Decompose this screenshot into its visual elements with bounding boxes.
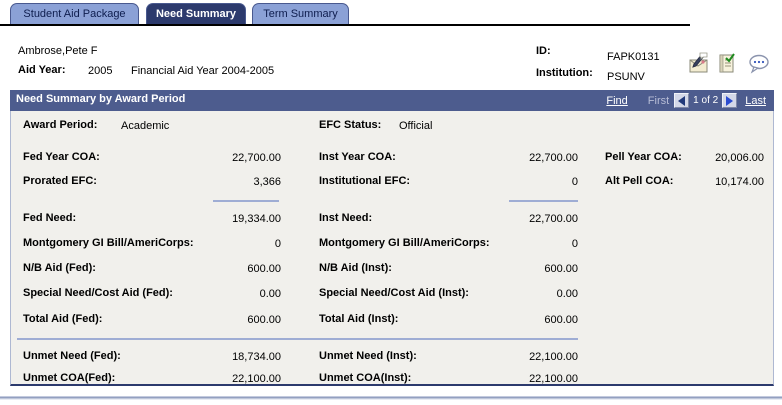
inst-nb-aid-label: N/B Aid (Inst): — [319, 262, 392, 274]
prorated-efc-label: Prorated EFC: — [23, 175, 97, 187]
id-value: FAPK0131 — [607, 51, 660, 63]
fed-year-coa-label: Fed Year COA: — [23, 151, 100, 163]
left-arrow-icon — [678, 95, 686, 106]
tab-student-aid-package[interactable]: Student Aid Package — [10, 3, 139, 25]
group-box-header: Need Summary by Award Period Find First … — [10, 90, 774, 111]
right-arrow-icon — [726, 95, 734, 106]
fed-unmet-need-label: Unmet Need (Fed): — [23, 350, 121, 362]
comments-icon[interactable] — [748, 53, 770, 75]
fed-total-aid-value: 600.00 — [247, 314, 281, 326]
inst-unmet-coa-value: 22,100.00 — [529, 373, 578, 385]
alt-pell-coa-label: Alt Pell COA: — [605, 175, 674, 187]
find-link[interactable]: Find — [606, 94, 628, 107]
first-link: First — [647, 94, 670, 107]
tab-divider — [0, 24, 690, 26]
alt-pell-coa-value: 10,174.00 — [715, 176, 764, 188]
fed-unmet-coa-label: Unmet COA(Fed): — [23, 372, 116, 384]
fed-nb-aid-value: 600.00 — [247, 263, 281, 275]
inst-total-aid-label: Total Aid (Inst): — [319, 313, 399, 325]
award-period-value: Academic — [121, 120, 170, 132]
fed-need-value: 19,334.00 — [232, 213, 281, 225]
efc-status-value: Official — [399, 120, 433, 132]
award-period-label: Award Period: — [23, 119, 98, 131]
row-navigation: Find First 1 of 2 Last — [606, 90, 766, 111]
tab-need-summary[interactable]: Need Summary — [146, 3, 246, 25]
fed-montgomery-label: Montgomery GI Bill/AmeriCorps: — [23, 237, 194, 249]
pell-year-coa-label: Pell Year COA: — [605, 151, 682, 163]
fed-nb-aid-label: N/B Aid (Fed): — [23, 262, 96, 274]
previous-row-button — [674, 93, 690, 108]
inst-nb-aid-value: 600.00 — [544, 263, 578, 275]
checklist-icon[interactable] — [716, 52, 738, 74]
inst-montgomery-label: Montgomery GI Bill/AmeriCorps: — [319, 237, 490, 249]
fed-total-aid-label: Total Aid (Fed): — [23, 313, 103, 325]
fed-unmet-need-value: 18,734.00 — [232, 351, 281, 363]
inst-need-value: 22,700.00 — [529, 213, 578, 225]
last-link[interactable]: Last — [745, 94, 766, 107]
institution-label: Institution: — [536, 67, 593, 79]
aid-year-label: Aid Year: — [18, 64, 66, 76]
student-name: Ambrose,Pete F — [18, 45, 98, 57]
next-row-button[interactable] — [722, 93, 738, 108]
fed-sum-rule — [213, 200, 279, 202]
row-count: 1 of 2 — [693, 95, 719, 106]
institution-value: PSUNV — [607, 71, 645, 83]
institutional-efc-value: 0 — [571, 176, 578, 188]
inst-year-coa-label: Inst Year COA: — [319, 151, 396, 163]
aid-year-description: Financial Aid Year 2004-2005 — [131, 65, 275, 77]
group-box-title: Need Summary by Award Period — [16, 93, 186, 105]
fed-year-coa-value: 22,700.00 — [232, 152, 281, 164]
bottom-divider — [0, 396, 782, 400]
inst-unmet-need-value: 22,100.00 — [529, 351, 578, 363]
inst-sum-rule — [509, 200, 578, 202]
inst-year-coa-value: 22,700.00 — [529, 152, 578, 164]
pell-year-coa-value: 20,006.00 — [715, 152, 764, 164]
fed-special-aid-value: 0.00 — [259, 288, 281, 300]
inst-special-aid-label: Special Need/Cost Aid (Inst): — [319, 287, 469, 299]
inst-unmet-coa-label: Unmet COA(Inst): — [319, 372, 412, 384]
fed-special-aid-label: Special Need/Cost Aid (Fed): — [23, 287, 173, 299]
notify-icon[interactable] — [688, 52, 710, 74]
inst-need-label: Inst Need: — [319, 212, 373, 224]
tab-term-summary[interactable]: Term Summary — [252, 3, 349, 25]
aid-year-value: 2005 — [88, 65, 113, 77]
inst-montgomery-value: 0 — [571, 238, 578, 250]
fed-need-label: Fed Need: — [23, 212, 77, 224]
prorated-efc-value: 3,366 — [253, 176, 281, 188]
inst-unmet-need-label: Unmet Need (Inst): — [319, 350, 417, 362]
institutional-efc-label: Institutional EFC: — [319, 175, 411, 187]
total-rule — [17, 338, 578, 340]
inst-total-aid-value: 600.00 — [544, 314, 578, 326]
fed-unmet-coa-value: 22,100.00 — [232, 373, 281, 385]
need-summary-panel: Award Period: Academic EFC Status: Offic… — [10, 111, 774, 386]
id-label: ID: — [536, 45, 551, 57]
efc-status-label: EFC Status: — [319, 119, 382, 131]
fed-montgomery-value: 0 — [274, 238, 281, 250]
inst-special-aid-value: 0.00 — [556, 288, 578, 300]
